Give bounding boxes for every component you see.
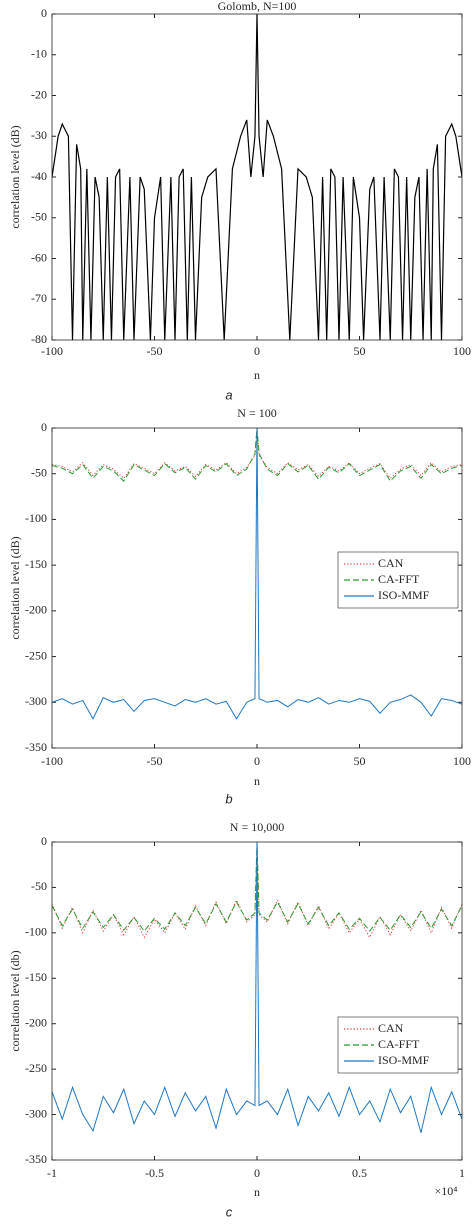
chart-title: N = 100 [237,406,276,420]
x-axis-label: n [254,774,260,788]
chart-title: Golomb, N=100 [218,0,297,13]
plot-area [52,14,462,340]
y-axis-label: correlation level (db) [8,950,22,1051]
y-axis-label: correlation level (dB) [8,125,22,228]
axes-box [51,427,463,749]
y-tick-label: -50 [31,879,47,893]
x-exponent: ×10⁴ [435,1184,458,1198]
chart: N = 10,000 -1 -0.5 0 0.5 1 0 -50 -100 -150 -200 -25… [8,820,465,1220]
y-tick-label: 0 [41,420,47,434]
x-tick-label: 50 [354,344,366,358]
y-tick-label: 0 [41,834,47,848]
y-tick-label: -300 [25,694,47,708]
y-tick-label: -300 [25,1106,47,1120]
chart-title: N = 10,000 [230,820,284,834]
y-tick-label: -10 [31,47,47,61]
x-tick-label: 0 [254,1166,260,1180]
chart: N = 100 -100 -50 0 50 100 0 -50 -100 -150 -200 -250… [8,406,471,807]
x-tick-label: -0.5 [145,1166,164,1180]
y-tick-label: -350 [25,740,47,754]
y-tick-label: -150 [25,970,47,984]
y-tick-label: -250 [25,648,47,662]
y-tick-label: -80 [31,332,47,346]
lines [52,842,462,1133]
x-tick-label: -50 [147,754,163,768]
legend-label: CA-FFT [378,1037,420,1051]
x-tick-label: 100 [453,344,471,358]
caption: a [225,387,232,402]
caption: c [226,1204,233,1219]
x-tick-label: 0 [254,754,260,768]
legend-label: CAN [378,556,404,570]
x-tick-label: -100 [41,344,63,358]
x-tick-label: -100 [41,754,63,768]
y-tick-label: -50 [31,465,47,479]
y-tick-label: -30 [31,128,47,142]
axes-box [51,13,463,341]
x-tick-label: 0.5 [352,1166,367,1180]
chart: Golomb, N=100 -100 -50 0 50 100 0 -10 -20 -30 -40 -… [8,0,471,402]
legend-label: CA-FFT [378,572,420,586]
y-tick-label: 0 [41,6,47,20]
y-tick-label: -350 [25,1152,47,1166]
y-tick-label: -200 [25,603,47,617]
legend-label: ISO-MMF [378,588,430,602]
x-axis-label: n [254,368,260,382]
series-line [52,428,462,720]
series-line [52,842,462,939]
y-tick-label: -70 [31,291,47,305]
series-line [52,428,462,482]
y-tick-label: -100 [25,511,47,525]
y-tick-label: -40 [31,169,47,183]
x-tick-label: -50 [147,344,163,358]
x-tick-label: 0 [254,344,260,358]
x-axis-label: n [254,1185,260,1199]
y-tick-label: -60 [31,250,47,264]
legend-label: ISO-MMF [378,1053,430,1067]
axes-box [51,841,463,1161]
x-tick-label: 100 [453,754,471,768]
lines [52,428,462,720]
x-tick-label: 1 [459,1166,465,1180]
legend-label: CAN [378,1021,404,1035]
y-tick-label: -50 [31,210,47,224]
series-line [52,842,462,1133]
y-tick-label: -100 [25,925,47,939]
y-tick-label: -250 [25,1061,47,1075]
series-line [52,842,462,932]
caption: b [225,791,232,806]
y-tick-label: -200 [25,1015,47,1029]
x-tick-label: 50 [354,754,366,768]
y-axis-label: correlation level (dB) [8,536,22,639]
y-tick-label: -20 [31,87,47,101]
y-tick-label: -150 [25,557,47,571]
x-tick-label: -1 [47,1166,57,1180]
